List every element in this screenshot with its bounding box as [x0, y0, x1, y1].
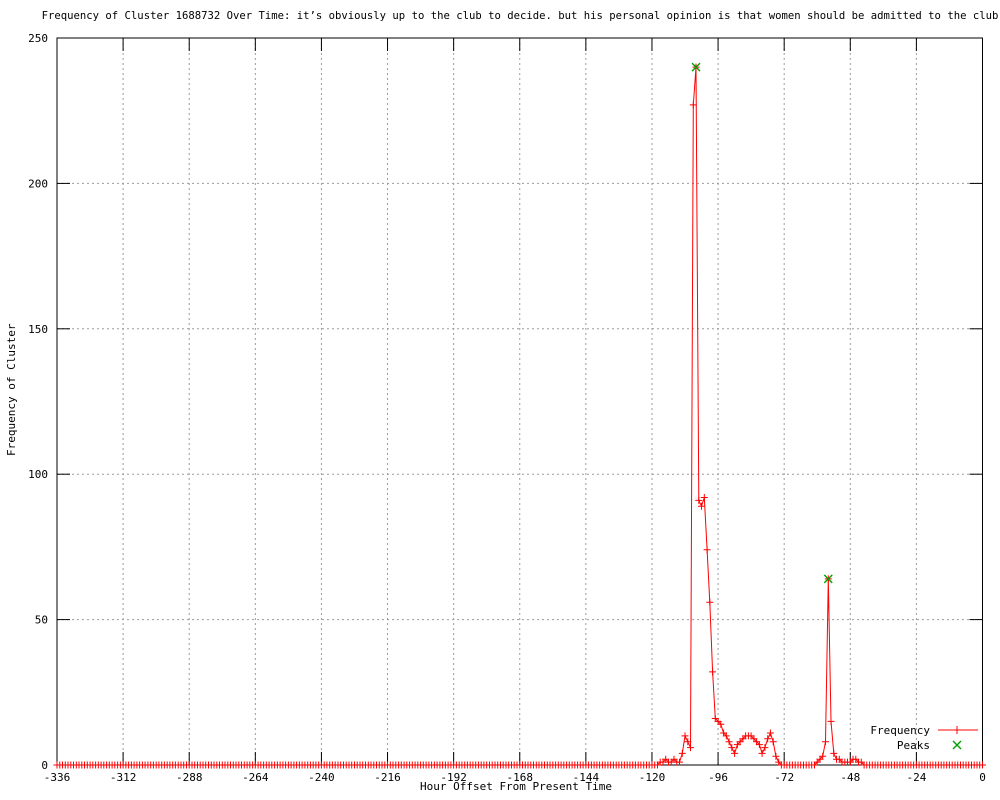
x-tick-label: -96: [708, 771, 728, 784]
x-tick-label: 0: [979, 771, 986, 784]
x-tick-label: -336: [44, 771, 71, 784]
x-tick-label: -168: [507, 771, 534, 784]
gridlines: [57, 38, 983, 765]
x-tick-label: -288: [176, 771, 203, 784]
x-tick-label: -216: [374, 771, 401, 784]
legend-entry-frequency: Frequency: [870, 724, 978, 737]
x-tick-label: -24: [906, 771, 926, 784]
x-tick-label: -120: [639, 771, 666, 784]
legend: Frequency Peaks: [870, 724, 978, 752]
y-tick-label: 200: [28, 177, 48, 190]
peaks-series: [691, 62, 833, 584]
legend-label: Peaks: [897, 739, 930, 752]
y-tick-label: 0: [41, 759, 48, 772]
y-tick-label: 250: [28, 32, 48, 45]
y-tick-label: 150: [28, 323, 48, 336]
legend-label: Frequency: [870, 724, 930, 737]
tick-labels: -336 -312 -288 -264 -240 -216 -192 -168 -144 -120…: [28, 32, 986, 784]
x-tick-label: -240: [308, 771, 335, 784]
chart-title: Frequency of Cluster 1688732 Over Time: …: [41, 10, 999, 22]
y-tick-label: 100: [28, 468, 48, 481]
legend-entry-peaks: Peaks: [897, 739, 962, 752]
x-axis-label: Hour Offset From Present Time: [419, 780, 613, 793]
axes: [56, 37, 983, 766]
x-tick-label: -264: [242, 771, 269, 784]
x-tick-label: -72: [774, 771, 794, 784]
x-tick-label: -48: [840, 771, 860, 784]
y-tick-label: 50: [35, 614, 48, 627]
x-tick-label: -144: [573, 771, 600, 784]
x-tick-label: -312: [110, 771, 137, 784]
x-tick-label: -192: [440, 771, 467, 784]
